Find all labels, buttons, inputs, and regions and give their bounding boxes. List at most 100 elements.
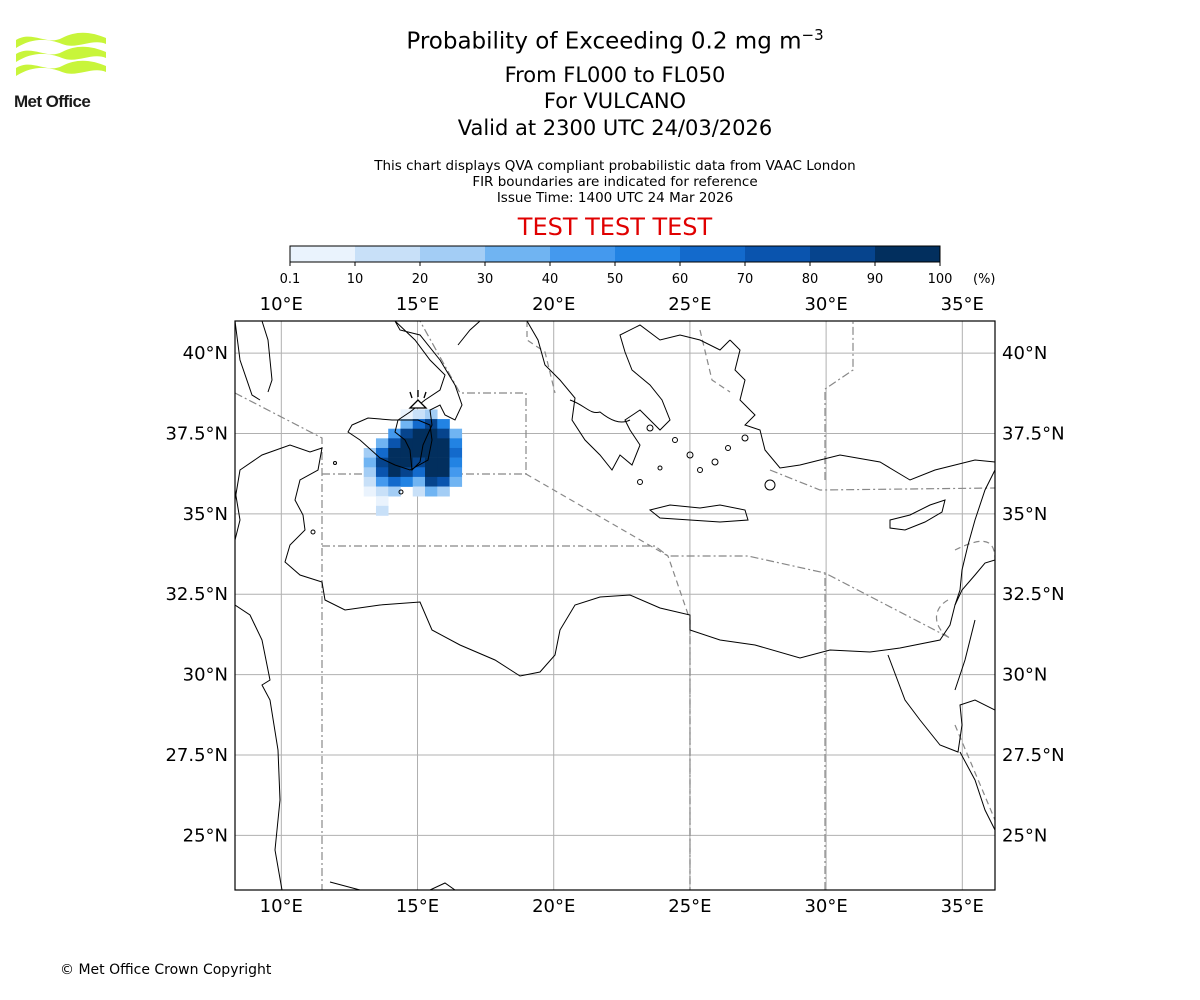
ash-cell (400, 428, 414, 439)
latitude-tick-label: 40°N (1002, 343, 1047, 364)
ash-cell (375, 476, 389, 487)
longitude-tick-label: 35°E (941, 294, 984, 315)
colorbar-segment (810, 246, 876, 262)
colorbar-segment (420, 246, 486, 262)
ash-cell (400, 476, 414, 487)
colorbar-segment (745, 246, 811, 262)
ash-cell (449, 476, 463, 487)
latitude-tick-label: 27.5°N (1002, 745, 1065, 766)
ash-probability-field (363, 409, 463, 516)
ash-cell (437, 428, 450, 439)
colorbar-unit: (%) (973, 272, 996, 287)
ash-cell (375, 496, 389, 507)
ash-cell (388, 438, 401, 449)
colorbar-label: 0.1 (280, 272, 301, 287)
latitude-tick-label: 30°N (1002, 665, 1047, 686)
latitude-tick-label: 25°N (1002, 825, 1047, 846)
ash-cell (425, 457, 438, 468)
ash-cell (425, 486, 438, 497)
latitude-tick-label: 37.5°N (165, 424, 228, 445)
met-office-logo: Met Office (12, 30, 112, 114)
ash-cell (375, 457, 389, 468)
longitude-tick-label: 25°E (668, 896, 711, 917)
ash-cell (388, 486, 401, 497)
ash-cell (388, 476, 401, 487)
ash-cell (400, 419, 414, 429)
colorbar: 0.1 10 20 30 40 50 60 70 80 90 100 (%) (280, 245, 996, 287)
ash-cell (449, 438, 463, 449)
ash-cell (400, 457, 414, 468)
longitude-tick-label: 35°E (941, 896, 984, 917)
ash-cell (425, 476, 438, 487)
colorbar-label: 20 (412, 272, 429, 287)
ash-cell (400, 467, 414, 478)
longitude-tick-label: 25°E (668, 294, 711, 315)
ash-cell (412, 438, 426, 449)
subtitle-issue-time: Issue Time: 1400 UTC 24 Mar 2026 (496, 190, 734, 206)
ash-cell (437, 438, 450, 449)
colorbar-label: 10 (347, 272, 364, 287)
chart-title: Probability of Exceeding 0.2 mg m−3 (406, 26, 824, 55)
latitude-tick-label: 25°N (183, 825, 228, 846)
ash-cell (425, 467, 438, 478)
ash-cell (437, 486, 450, 497)
coastlines (235, 321, 995, 890)
valid-time: Valid at 2300 UTC 24/03/2026 (457, 116, 773, 140)
longitude-tick-label: 15°E (396, 294, 439, 315)
ash-cell (412, 419, 426, 429)
longitude-tick-label: 20°E (532, 896, 575, 917)
met-office-wave-logo-icon (16, 32, 106, 76)
ash-cell (412, 467, 426, 478)
subtitle-qva: This chart displays QVA compliant probab… (374, 158, 856, 174)
latitude-tick-label: 40°N (183, 343, 228, 364)
colorbar-label: 50 (607, 272, 624, 287)
colorbar-label: 70 (737, 272, 754, 287)
ash-cell (363, 447, 377, 458)
ash-cell (363, 457, 377, 468)
ash-cell (437, 447, 450, 458)
ash-cell (375, 447, 389, 458)
colorbar-segment (355, 246, 421, 262)
fir-boundaries (235, 321, 995, 890)
ash-cell (388, 457, 401, 468)
colorbar-label: 30 (477, 272, 494, 287)
latitude-tick-label: 35°N (183, 504, 228, 525)
ash-cell (375, 438, 389, 449)
longitude-tick-label: 30°E (804, 896, 847, 917)
colorbar-segment (550, 246, 616, 262)
colorbar-label: 60 (672, 272, 689, 287)
ash-cell (388, 428, 401, 439)
ash-cell (449, 447, 463, 458)
ash-cell (363, 476, 377, 487)
ash-cell (437, 457, 450, 468)
ash-cell (425, 447, 438, 458)
ash-cell (400, 447, 414, 458)
colorbar-segment (875, 246, 941, 262)
ash-cell (425, 409, 438, 420)
map-background (235, 321, 995, 890)
ash-cell (412, 447, 426, 458)
flight-levels: From FL000 to FL050 (504, 63, 726, 87)
colorbar-segment (290, 246, 356, 262)
ash-cell (437, 467, 450, 478)
colorbar-segment (615, 246, 681, 262)
colorbar-label: 100 (928, 272, 953, 287)
colorbar-segment (485, 246, 551, 262)
met-office-logo-text: Met Office (14, 92, 91, 111)
volcano-icon (408, 390, 428, 409)
map-frame (234, 320, 996, 891)
ash-cell (437, 476, 450, 487)
latitude-tick-label: 27.5°N (165, 745, 228, 766)
ash-cell (437, 419, 450, 429)
ash-cell (363, 467, 377, 478)
ash-cell (449, 457, 463, 468)
colorbar-label: 40 (542, 272, 559, 287)
longitude-tick-label: 20°E (532, 294, 575, 315)
copyright-notice: © Met Office Crown Copyright (60, 962, 272, 978)
ash-cell (412, 409, 426, 420)
ash-cell (388, 467, 401, 478)
ash-cell (375, 486, 389, 497)
volcano-name: For VULCANO (543, 89, 687, 113)
colorbar-label: 90 (867, 272, 884, 287)
